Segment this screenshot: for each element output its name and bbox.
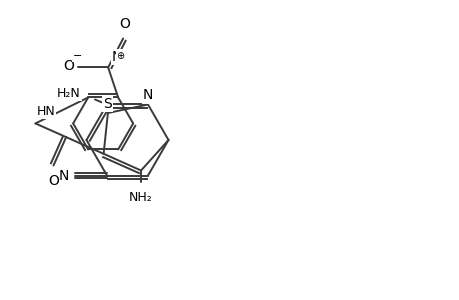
Text: S: S: [103, 97, 112, 111]
Text: −: −: [73, 52, 82, 61]
Text: N: N: [58, 169, 68, 182]
Text: H₂N: H₂N: [57, 87, 81, 100]
Text: HN: HN: [36, 105, 55, 119]
Text: O: O: [48, 174, 59, 188]
Text: O: O: [63, 59, 74, 74]
Text: ⊕: ⊕: [116, 52, 124, 61]
Text: NH₂: NH₂: [129, 191, 152, 205]
Text: O: O: [119, 17, 130, 31]
Text: N: N: [112, 50, 122, 64]
Text: N: N: [142, 88, 153, 103]
